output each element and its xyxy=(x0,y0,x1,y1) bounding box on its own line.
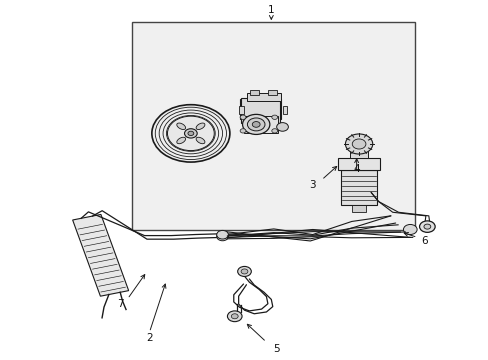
Circle shape xyxy=(187,131,193,135)
Circle shape xyxy=(216,232,228,241)
Text: 2: 2 xyxy=(146,333,152,343)
Bar xyxy=(239,99,281,119)
Circle shape xyxy=(271,115,277,120)
Circle shape xyxy=(276,123,288,131)
Ellipse shape xyxy=(177,137,185,144)
Bar xyxy=(244,116,277,134)
Ellipse shape xyxy=(196,137,204,144)
Bar xyxy=(241,98,280,123)
Text: 6: 6 xyxy=(421,236,427,246)
Circle shape xyxy=(403,225,416,234)
Bar xyxy=(349,149,367,158)
Bar xyxy=(282,107,287,114)
Circle shape xyxy=(240,115,245,120)
Circle shape xyxy=(242,114,269,134)
Bar xyxy=(250,90,259,95)
Circle shape xyxy=(237,266,251,276)
Circle shape xyxy=(247,118,264,131)
Circle shape xyxy=(240,129,245,133)
Circle shape xyxy=(419,221,434,232)
Circle shape xyxy=(184,129,197,138)
Circle shape xyxy=(227,311,242,321)
Circle shape xyxy=(345,134,372,154)
Circle shape xyxy=(231,314,238,319)
Circle shape xyxy=(241,269,247,274)
Bar xyxy=(351,205,366,212)
Bar xyxy=(340,170,377,205)
Ellipse shape xyxy=(196,123,204,130)
Circle shape xyxy=(271,129,277,133)
Bar xyxy=(267,90,276,95)
Polygon shape xyxy=(73,215,128,296)
Circle shape xyxy=(167,116,214,150)
Text: 3: 3 xyxy=(309,180,315,190)
Bar xyxy=(246,93,281,101)
Text: 5: 5 xyxy=(272,343,279,354)
Circle shape xyxy=(216,230,228,239)
Ellipse shape xyxy=(177,123,185,130)
Circle shape xyxy=(423,224,430,229)
Bar xyxy=(338,158,379,170)
Text: 1: 1 xyxy=(267,5,274,15)
Circle shape xyxy=(252,122,260,127)
Circle shape xyxy=(152,105,229,162)
Bar xyxy=(132,22,414,230)
Text: 4: 4 xyxy=(353,164,359,174)
Text: 7: 7 xyxy=(117,299,123,309)
Circle shape xyxy=(351,139,365,149)
Bar xyxy=(238,107,243,114)
